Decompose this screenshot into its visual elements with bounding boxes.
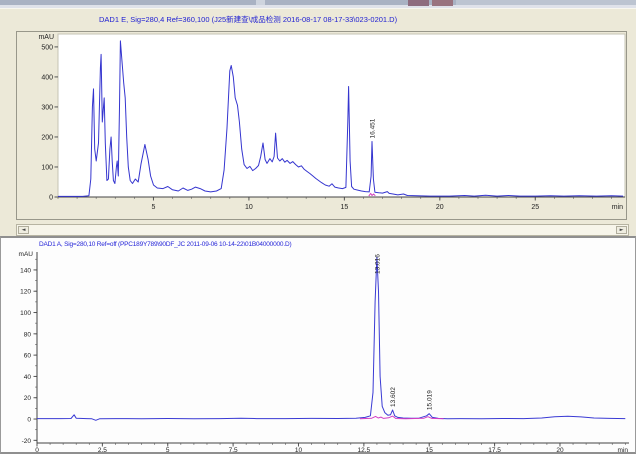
y-tick-label: 80 xyxy=(24,331,32,338)
x-tick-label: 15 xyxy=(340,204,348,211)
chart-title: DAD1 A, Sig=280,10 Ref=off (PPC189Y789\9… xyxy=(39,241,292,248)
scroll-left-button[interactable]: ◄ xyxy=(18,226,29,234)
y-tick-label: 120 xyxy=(20,289,31,296)
horizontal-scrollbar[interactable]: ◄ ► xyxy=(16,224,629,236)
x-tick-label: 25 xyxy=(531,204,539,211)
x-tick-label: 7.5 xyxy=(229,447,238,454)
x-tick-label: 5 xyxy=(166,447,170,454)
y-axis-unit-label: mAU xyxy=(38,34,54,41)
chart-frame: 5 10 15 20 25 0 100 200 300 400 500 mAU min 16.451 xyxy=(16,31,627,220)
y-tick-label: 200 xyxy=(41,134,53,141)
peak-retention-label: 16.451 xyxy=(370,118,377,138)
x-tick-label: 0 xyxy=(35,447,39,454)
scroll-right-button[interactable]: ► xyxy=(616,226,627,234)
x-tick-label: 20 xyxy=(436,204,444,211)
x-tick-label: 17.5 xyxy=(488,447,501,454)
reference-trace-magenta xyxy=(359,415,444,420)
y-tick-label: 0 xyxy=(27,417,31,424)
chromatogram-top-plot: 5 10 15 20 25 0 100 200 300 400 500 mAU min 16.451 xyxy=(38,33,626,211)
peak-retention-label: 15.019 xyxy=(427,390,434,410)
x-tick-label: 10 xyxy=(245,204,253,211)
titlebar-button-fragment xyxy=(408,0,429,6)
y-tick-label: 60 xyxy=(24,353,32,360)
peak-retention-label: 13.016 xyxy=(374,254,381,274)
y-tick-label: 0 xyxy=(49,195,53,202)
y-tick-label: -20 xyxy=(22,438,32,445)
y-tick-label: 500 xyxy=(41,44,53,51)
x-axis-unit-label: min xyxy=(618,447,629,454)
y-tick-label: 300 xyxy=(41,104,53,111)
x-tick-label: 20 xyxy=(556,447,564,454)
x-tick-label: 2.5 xyxy=(98,447,107,454)
window-top-strip xyxy=(0,0,636,8)
chart-area: 0 2.5 5 7.5 10 12.5 15 17.5 20 -20 0 20 40 60 80 100 120… xyxy=(1,250,635,454)
y-tick-label: 40 xyxy=(24,374,32,381)
x-axis-unit-label: min xyxy=(612,204,623,211)
signal-trace-blue xyxy=(58,40,624,197)
titlebar-divider xyxy=(256,0,265,5)
chart-title: DAD1 E, Sig=280,4 Ref=360,100 (J25新建查\成品… xyxy=(99,15,398,24)
peak-retention-label: 13.602 xyxy=(390,387,397,407)
x-tick-label: 12.5 xyxy=(358,447,371,454)
chromatogram-bottom-plot: 0 2.5 5 7.5 10 12.5 15 17.5 20-20020406080100120… xyxy=(19,251,629,454)
integration-marker-magenta xyxy=(368,192,376,197)
x-tick-label: 5 xyxy=(152,204,156,211)
plot-background xyxy=(57,33,626,198)
titlebar-fragment xyxy=(0,0,636,5)
y-tick-label: 400 xyxy=(41,74,53,81)
signal-trace-blue xyxy=(37,256,626,421)
y-tick-label: 140 xyxy=(20,267,31,274)
chromatogram-panel-top: DAD1 E, Sig=280,4 Ref=360,100 (J25新建查\成品… xyxy=(0,8,636,236)
y-tick-label: 100 xyxy=(20,310,31,317)
x-tick-label: 10 xyxy=(295,447,303,454)
y-axis-unit-label: mAU xyxy=(19,251,34,258)
y-tick-label: 20 xyxy=(24,395,32,402)
y-tick-label: 100 xyxy=(41,164,53,171)
x-tick-label: 15 xyxy=(426,447,434,454)
titlebar-button-fragment xyxy=(432,0,453,6)
titlebar-fragment-light xyxy=(456,0,636,5)
chromatogram-panel-bottom: DAD1 A, Sig=280,10 Ref=off (PPC189Y789\9… xyxy=(0,236,636,454)
